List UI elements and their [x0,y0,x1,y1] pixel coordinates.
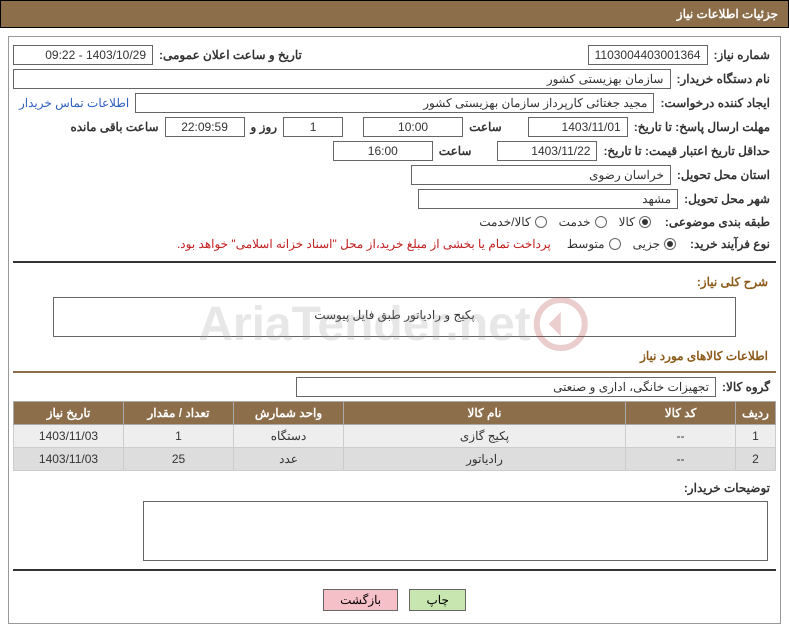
back-button[interactable]: بازگشت [323,589,398,611]
divider [13,261,776,263]
radio-item-both[interactable]: کالا/خدمت [479,215,546,229]
cell-unit: دستگاه [234,425,344,448]
delivery-province-value: خراسان رضوی [411,165,671,185]
goods-section-title: اطلاعات کالاهای مورد نیاز [13,345,776,367]
th-unit: واحد شمارش [234,402,344,425]
radio-label: کالا/خدمت [479,215,530,229]
radio-item-goods[interactable]: کالا [619,215,651,229]
response-date-value: 1403/11/01 [528,117,628,137]
radio-icon [664,238,676,250]
cell-name: رادیاتور [344,448,626,471]
need-summary-text: پکیج و رادیاتور طبق فایل پیوست [314,308,475,322]
category-radio-group: کالا خدمت کالا/خدمت [471,215,659,229]
delivery-city-value: مشهد [418,189,678,209]
divider [13,569,776,571]
radio-label: کالا [619,215,635,229]
goods-group-value: تجهیزات خانگی، اداری و صنعتی [296,377,716,397]
days-and-label: روز و [245,118,284,136]
category-label: طبقه بندی موضوعی: [659,213,776,231]
cell-qty: 25 [124,448,234,471]
radio-label: خدمت [559,215,591,229]
radio-icon [595,216,607,228]
cell-date: 1403/11/03 [14,448,124,471]
th-date: تاریخ نیاز [14,402,124,425]
radio-label: متوسط [567,237,605,251]
need-summary-box: پکیج و رادیاتور طبق فایل پیوست [53,297,736,337]
panel-title: جزئیات اطلاعات نیاز [677,7,778,21]
need-summary-label: شرح کلی نیاز: [689,271,776,293]
price-validity-date: 1403/11/22 [497,141,597,161]
radio-icon [609,238,621,250]
radio-label: جزیی [633,237,660,251]
cell-code: -- [626,425,736,448]
radio-icon [535,216,547,228]
th-qty: تعداد / مقدار [124,402,234,425]
cell-qty: 1 [124,425,234,448]
cell-row: 1 [736,425,776,448]
table-header-row: ردیف کد کالا نام کالا واحد شمارش تعداد /… [14,402,776,425]
announce-date-value: 1403/10/29 - 09:22 [13,45,153,65]
section-divider [13,371,776,373]
payment-note: پرداخت تمام یا بخشی از مبلغ خرید،از محل … [169,237,559,251]
content-panel: AriaTender.net شماره نیاز: 1103004403001… [8,36,781,624]
cell-row: 2 [736,448,776,471]
cell-date: 1403/11/03 [14,425,124,448]
cell-unit: عدد [234,448,344,471]
goods-group-label: گروه کالا: [716,378,776,396]
radio-item-service[interactable]: خدمت [559,215,607,229]
table-row: 2 -- رادیاتور عدد 25 1403/11/03 [14,448,776,471]
need-number-value: 1103004403001364 [588,45,708,65]
purchase-type-radio-group: جزیی متوسط [559,237,684,251]
response-deadline-label: مهلت ارسال پاسخ: تا تاریخ: [628,118,776,136]
announce-date-label: تاریخ و ساعت اعلان عمومی: [153,46,308,64]
th-row: ردیف [736,402,776,425]
contact-link[interactable]: اطلاعات تماس خریدار [13,96,135,110]
remaining-time-value: 22:09:59 [165,117,245,137]
hour-label-2: ساعت [433,142,478,160]
price-validity-label: حداقل تاریخ اعتبار قیمت: تا تاریخ: [597,142,776,160]
radio-item-minor[interactable]: جزیی [633,237,676,251]
cell-code: -- [626,448,736,471]
purchase-type-label: نوع فرآیند خرید: [684,235,776,253]
radio-item-medium[interactable]: متوسط [567,237,621,251]
price-validity-time: 16:00 [333,141,433,161]
requester-value: مجید جغتائی کارپرداز سازمان بهزیستی کشور [135,93,654,113]
buyer-org-value: سازمان بهزیستی کشور [13,69,671,89]
goods-table: ردیف کد کالا نام کالا واحد شمارش تعداد /… [13,401,776,471]
remaining-label: ساعت باقی مانده [64,118,164,136]
buyer-notes-label: توضیحات خریدار: [678,479,776,497]
cell-name: پکیج گازی [344,425,626,448]
buyer-org-label: نام دستگاه خریدار: [671,70,777,88]
days-value: 1 [283,117,343,137]
buyer-notes-box [143,501,768,561]
button-bar: چاپ بازگشت [13,579,776,615]
need-number-label: شماره نیاز: [708,46,776,64]
table-row: 1 -- پکیج گازی دستگاه 1 1403/11/03 [14,425,776,448]
th-code: کد کالا [626,402,736,425]
response-time-value: 10:00 [363,117,463,137]
hour-label-1: ساعت [463,118,508,136]
print-button[interactable]: چاپ [409,589,465,611]
delivery-province-label: استان محل تحویل: [671,166,776,184]
delivery-city-label: شهر محل تحویل: [678,190,776,208]
panel-header: جزئیات اطلاعات نیاز [0,0,789,28]
th-name: نام کالا [344,402,626,425]
requester-label: ایجاد کننده درخواست: [654,94,776,112]
radio-icon [639,216,651,228]
